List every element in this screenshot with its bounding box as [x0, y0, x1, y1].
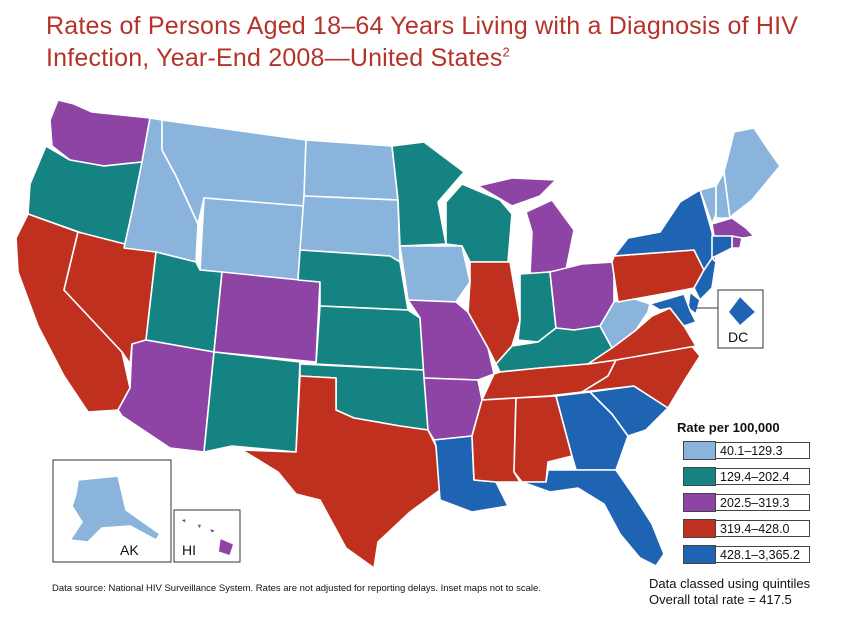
state-district-of-columbia[interactable]	[727, 295, 757, 327]
legend-title: Rate per 100,000	[677, 420, 780, 435]
state-kansas[interactable]	[315, 305, 425, 371]
state-washington[interactable]	[49, 99, 151, 167]
legend-swatch-4	[683, 518, 716, 538]
state-arizona[interactable]	[117, 339, 215, 453]
data-source-note: Data source: National HIV Surveillance S…	[52, 583, 541, 594]
state-texas[interactable]	[241, 375, 441, 569]
state-new-jersey[interactable]	[693, 257, 717, 301]
state-minnesota[interactable]	[391, 141, 465, 247]
legend-class-5: 428.1–3,365.2	[677, 543, 849, 565]
legend-class-2: 129.4–202.4	[677, 465, 849, 487]
legend-label-5: 428.1–3,365.2	[716, 545, 810, 563]
state-rhode-island[interactable]	[731, 235, 743, 249]
dc-inset: DC	[696, 289, 764, 349]
state-florida[interactable]	[521, 469, 665, 567]
legend-label-3: 202.5–319.3	[716, 493, 810, 511]
state-colorado[interactable]	[213, 271, 321, 363]
legend-swatch-1	[683, 440, 716, 460]
classification-note: Data classed using quintiles Overall tot…	[649, 576, 849, 608]
legend-swatch-3	[683, 492, 716, 512]
map-legend: Rate per 100,000 40.1–129.3 129.4–202.4 …	[677, 420, 849, 565]
state-iowa[interactable]	[399, 245, 471, 303]
state-maryland[interactable]	[649, 293, 697, 327]
state-new-mexico[interactable]	[203, 351, 301, 453]
state-mississippi[interactable]	[471, 397, 521, 483]
quintile-note: Data classed using quintiles	[649, 576, 811, 591]
state-north-carolina[interactable]	[581, 343, 701, 409]
state-maine[interactable]	[723, 127, 781, 219]
legend-swatch-5	[683, 544, 716, 564]
legend-swatch-2	[683, 466, 716, 486]
hawaii-inset: HI	[173, 509, 241, 563]
state-wyoming[interactable]	[199, 197, 305, 281]
alaska-inset: AK	[52, 459, 172, 563]
legend-label-2: 129.4–202.4	[716, 467, 810, 485]
state-alaska[interactable]	[69, 475, 161, 543]
state-west-virginia[interactable]	[599, 295, 651, 349]
legend-class-3: 202.5–319.3	[677, 491, 849, 513]
overall-rate-note: Overall total rate = 417.5	[649, 592, 792, 607]
state-hawaii[interactable]	[179, 517, 235, 557]
alaska-label: AK	[120, 542, 139, 558]
map-title-text: Rates of Persons Aged 18–64 Years Living…	[46, 12, 799, 72]
map-title: Rates of Persons Aged 18–64 Years Living…	[46, 10, 806, 74]
legend-label-1: 40.1–129.3	[716, 441, 810, 459]
legend-class-4: 319.4–428.0	[677, 517, 849, 539]
title-footnote-marker: 2	[502, 44, 510, 60]
state-north-dakota[interactable]	[303, 139, 399, 201]
state-connecticut[interactable]	[711, 235, 733, 259]
state-massachusetts[interactable]	[711, 217, 755, 239]
legend-label-4: 319.4–428.0	[716, 519, 810, 537]
dc-label: DC	[728, 329, 748, 345]
state-new-york[interactable]	[613, 189, 717, 271]
legend-class-1: 40.1–129.3	[677, 439, 849, 461]
hawaii-label: HI	[182, 542, 196, 558]
